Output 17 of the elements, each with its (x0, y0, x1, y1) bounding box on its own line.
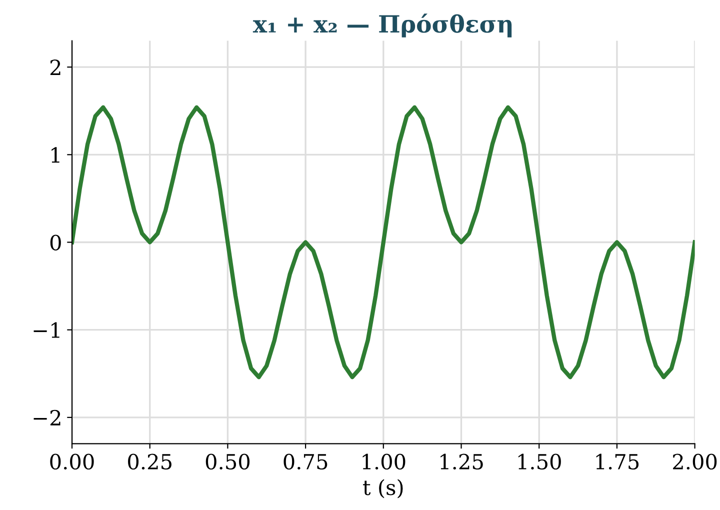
x-tick-label: 1.50 (518, 454, 561, 470)
y-tick-label: 0 (50, 234, 61, 250)
y-tick-label: 1 (52, 147, 60, 163)
y-tick-label: 2 (50, 60, 60, 75)
x-tick-label: 0.00 (50, 454, 94, 470)
y-tick-label: −1 (34, 322, 60, 338)
x-tick-label: 1.75 (596, 454, 639, 470)
x-tick-label: 0.50 (206, 454, 250, 470)
y-tick-label: −2 (34, 410, 60, 426)
x-axis-title: t (s) (363, 479, 403, 498)
x-tick-label: 0.75 (284, 454, 328, 470)
x-tick-label: 1.00 (362, 454, 406, 470)
line-series (72, 105, 695, 380)
x-tick-label: 0.25 (128, 454, 172, 470)
x-tick-label: 1.25 (440, 454, 483, 470)
chart-title: x₁ + x₂ — Πρόσθεση (252, 14, 512, 38)
x-tick-label: 2.00 (673, 454, 717, 470)
